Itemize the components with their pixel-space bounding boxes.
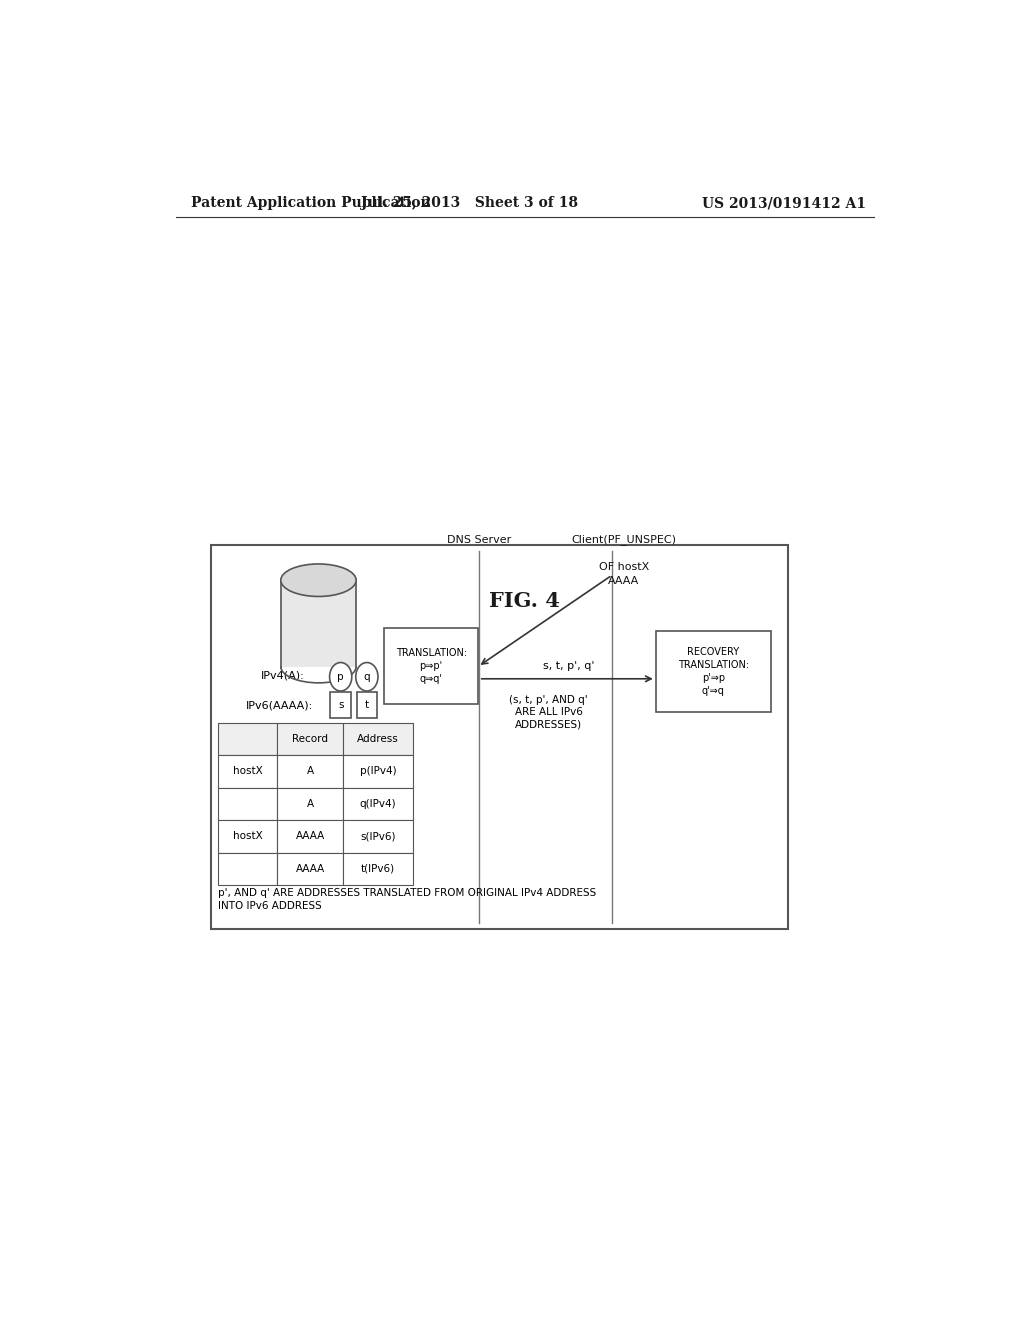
- Ellipse shape: [281, 564, 356, 597]
- Bar: [281, 581, 356, 667]
- FancyBboxPatch shape: [331, 692, 351, 718]
- FancyBboxPatch shape: [655, 631, 771, 713]
- FancyBboxPatch shape: [278, 788, 343, 820]
- FancyBboxPatch shape: [343, 788, 413, 820]
- Text: q(IPv4): q(IPv4): [359, 799, 396, 809]
- Text: FIG. 4: FIG. 4: [489, 590, 560, 611]
- Text: OF hostX
AAAA: OF hostX AAAA: [599, 562, 649, 586]
- FancyBboxPatch shape: [278, 820, 343, 853]
- Text: p', AND q' ARE ADDRESSES TRANSLATED FROM ORIGINAL IPv4 ADDRESS
INTO IPv6 ADDRESS: p', AND q' ARE ADDRESSES TRANSLATED FROM…: [218, 888, 596, 911]
- Text: A: A: [306, 767, 313, 776]
- FancyBboxPatch shape: [278, 722, 343, 755]
- Text: IPv4(A):: IPv4(A):: [261, 671, 305, 681]
- Text: A: A: [306, 799, 313, 809]
- Text: RECOVERY
TRANSLATION:
p'⇒p
q'⇒q: RECOVERY TRANSLATION: p'⇒p q'⇒q: [678, 647, 749, 697]
- FancyBboxPatch shape: [278, 755, 343, 788]
- FancyBboxPatch shape: [343, 722, 413, 755]
- Text: TRANSLATION:
p⇒p'
q⇒q': TRANSLATION: p⇒p' q⇒q': [395, 648, 467, 684]
- Text: s(IPv6): s(IPv6): [360, 832, 395, 841]
- Text: Record: Record: [292, 734, 328, 743]
- Text: Jul. 25, 2013   Sheet 3 of 18: Jul. 25, 2013 Sheet 3 of 18: [360, 197, 578, 210]
- Text: Patent Application Publication: Patent Application Publication: [191, 197, 431, 210]
- Text: s: s: [338, 700, 343, 710]
- Text: t: t: [365, 700, 369, 710]
- Text: Address: Address: [357, 734, 399, 743]
- Circle shape: [355, 663, 378, 690]
- Text: p: p: [337, 672, 344, 681]
- FancyBboxPatch shape: [343, 820, 413, 853]
- FancyBboxPatch shape: [218, 788, 278, 820]
- FancyBboxPatch shape: [218, 755, 278, 788]
- Text: hostX: hostX: [232, 767, 262, 776]
- FancyBboxPatch shape: [218, 853, 278, 886]
- FancyBboxPatch shape: [278, 853, 343, 886]
- FancyBboxPatch shape: [218, 820, 278, 853]
- FancyBboxPatch shape: [211, 545, 788, 929]
- FancyBboxPatch shape: [343, 853, 413, 886]
- FancyBboxPatch shape: [218, 722, 278, 755]
- Text: hostX: hostX: [232, 832, 262, 841]
- Text: AAAA: AAAA: [296, 863, 325, 874]
- Text: DNS Server: DNS Server: [446, 535, 511, 545]
- Text: p(IPv4): p(IPv4): [359, 767, 396, 776]
- Circle shape: [330, 663, 352, 690]
- Text: Client(PF_UNSPEC): Client(PF_UNSPEC): [571, 533, 677, 545]
- Text: (s, t, p', AND q'
ARE ALL IPv6
ADDRESSES): (s, t, p', AND q' ARE ALL IPv6 ADDRESSES…: [509, 696, 588, 730]
- Text: s, t, p', q': s, t, p', q': [543, 661, 594, 671]
- Text: AAAA: AAAA: [296, 832, 325, 841]
- FancyBboxPatch shape: [384, 628, 478, 704]
- FancyBboxPatch shape: [343, 755, 413, 788]
- Text: US 2013/0191412 A1: US 2013/0191412 A1: [702, 197, 866, 210]
- Text: t(IPv6): t(IPv6): [360, 863, 395, 874]
- Text: q: q: [364, 672, 371, 681]
- FancyBboxPatch shape: [356, 692, 377, 718]
- Text: IPv6(AAAA):: IPv6(AAAA):: [246, 700, 312, 710]
